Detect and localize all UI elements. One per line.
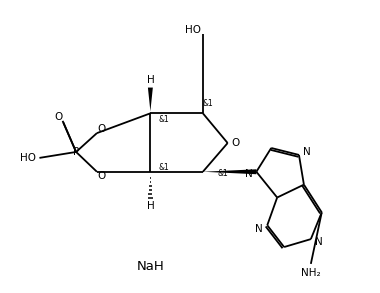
Text: O: O — [98, 171, 106, 181]
Text: NaH: NaH — [136, 260, 164, 273]
Text: &1: &1 — [159, 163, 169, 172]
Text: O: O — [231, 138, 240, 148]
Text: HO: HO — [185, 25, 201, 35]
Text: O: O — [98, 124, 106, 134]
Text: O: O — [54, 112, 62, 122]
Text: &1: &1 — [217, 169, 228, 178]
Text: H: H — [147, 201, 154, 212]
Text: N: N — [303, 147, 311, 157]
Text: N: N — [315, 237, 323, 247]
Text: P: P — [73, 147, 79, 157]
Polygon shape — [203, 169, 256, 174]
Text: &1: &1 — [203, 99, 213, 108]
Text: H: H — [147, 75, 154, 85]
Text: NH₂: NH₂ — [301, 268, 321, 278]
Text: HO: HO — [19, 153, 36, 163]
Text: N: N — [245, 169, 252, 179]
Text: &1: &1 — [159, 115, 169, 124]
Text: N: N — [255, 224, 263, 234]
Polygon shape — [148, 88, 153, 111]
